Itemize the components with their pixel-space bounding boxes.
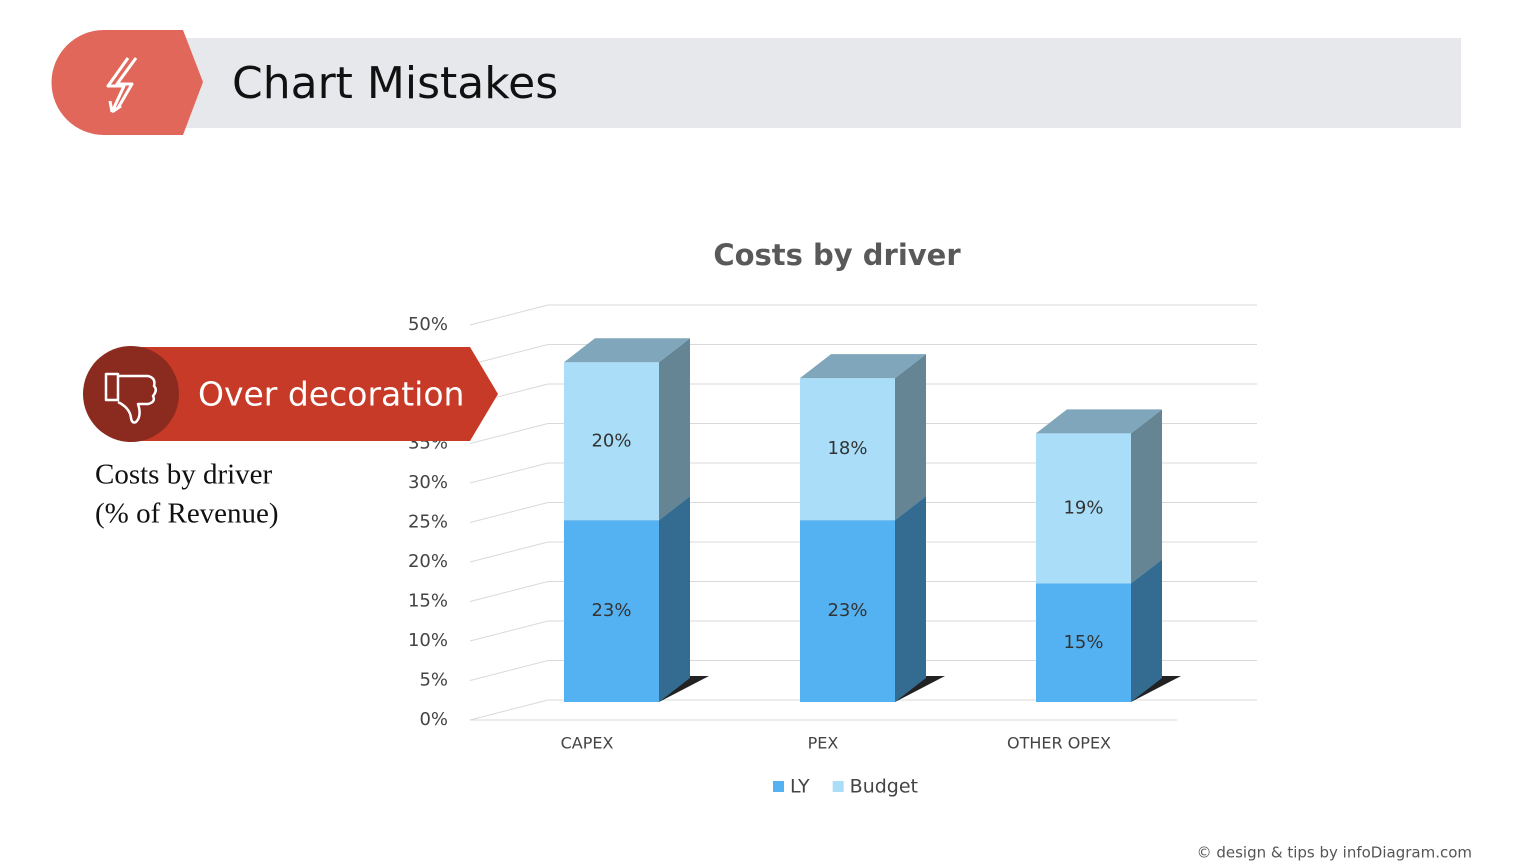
legend-swatch	[832, 781, 844, 792]
note-line: (% of Revenue)	[95, 498, 279, 530]
note-line: Costs by driver	[95, 459, 273, 491]
x-tick-label: PEX	[808, 734, 839, 753]
legend-label: LY	[790, 776, 810, 798]
bar-top	[564, 338, 690, 363]
grid-line-side	[469, 502, 549, 523]
value-label: 23%	[591, 600, 631, 621]
bar	[564, 362, 659, 521]
bar	[1036, 583, 1131, 702]
grid-line-side	[469, 462, 549, 484]
x-tick-label: OTHER OPEX	[1007, 734, 1111, 753]
value-label: 19%	[1063, 497, 1103, 518]
header-band	[183, 38, 1461, 128]
grid-line-side	[469, 620, 549, 642]
badge	[130, 347, 498, 441]
y-tick-label: 50%	[408, 314, 448, 335]
y-tick-label: 30%	[408, 472, 448, 493]
grid-line-side	[469, 660, 549, 681]
value-label: 20%	[591, 430, 631, 451]
chart: Costs by driver0%5%10%15%20%25%30%35%40%…	[408, 238, 1257, 798]
slide-title: Chart Mistakes	[232, 58, 558, 109]
chart-title: Costs by driver	[713, 238, 961, 272]
bar-side	[895, 496, 926, 702]
bar	[800, 520, 895, 702]
bar	[564, 520, 659, 702]
legend-label: Budget	[850, 776, 918, 798]
bar	[800, 378, 895, 521]
y-tick-label: 10%	[408, 630, 448, 651]
grid-line-side	[469, 344, 549, 365]
footer: © design & tips by infoDiagram.com	[1197, 844, 1472, 862]
thumbs-down-icon	[104, 372, 157, 424]
value-label: 18%	[827, 438, 867, 459]
grid-line-side	[469, 699, 549, 721]
y-tick-label: 25%	[408, 512, 448, 533]
grid-line-side	[469, 581, 549, 602]
bar-side	[659, 338, 690, 521]
lightning-icon	[106, 57, 138, 114]
bar-side	[1131, 559, 1162, 702]
grid-line-side	[469, 541, 549, 563]
badge-icon-circle	[83, 346, 179, 442]
y-tick-label: 5%	[419, 670, 448, 691]
y-tick-label: 0%	[419, 709, 448, 730]
legend-swatch	[773, 781, 784, 792]
value-label: 15%	[1063, 632, 1103, 653]
bar-side	[1131, 409, 1162, 584]
bar-top	[1036, 409, 1162, 434]
bar-side	[895, 354, 926, 521]
grid-line-side	[469, 423, 549, 444]
y-tick-label: 15%	[408, 591, 448, 612]
x-tick-label: CAPEX	[561, 734, 614, 753]
bar-top	[800, 354, 926, 379]
grid-line-side	[469, 304, 549, 326]
badge-label: Over decoration	[198, 375, 464, 414]
bar-side	[659, 496, 690, 702]
y-tick-label: 20%	[408, 551, 448, 572]
value-label: 23%	[827, 600, 867, 621]
bar	[1036, 433, 1131, 584]
